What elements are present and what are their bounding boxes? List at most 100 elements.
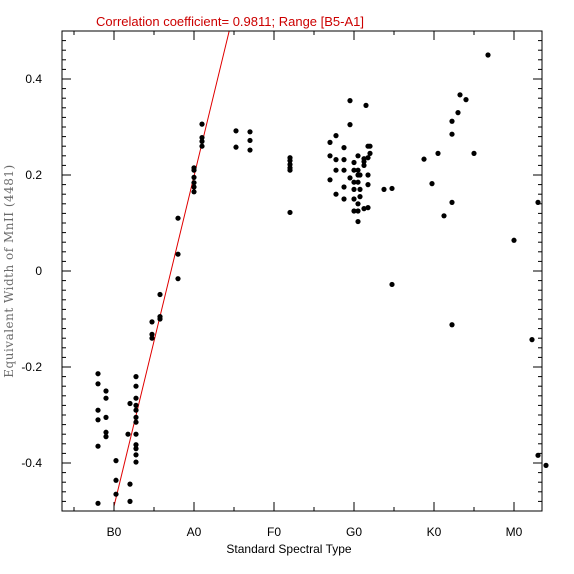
data-point	[133, 407, 139, 413]
data-point	[511, 237, 517, 243]
data-point	[95, 407, 101, 413]
data-point	[347, 122, 353, 128]
data-point	[435, 150, 441, 156]
data-point	[133, 431, 139, 437]
data-point	[127, 498, 133, 504]
data-point	[247, 137, 253, 144]
data-point	[449, 322, 455, 328]
data-point	[535, 452, 541, 458]
data-point	[381, 186, 387, 192]
data-point	[357, 194, 363, 200]
data-point	[157, 314, 163, 320]
data-point	[133, 446, 139, 452]
data-point	[365, 155, 371, 161]
data-point	[351, 208, 357, 214]
data-point	[357, 172, 363, 178]
y-axis: -0.4 -0.2 0 0.2 0.4	[21, 30, 542, 512]
data-point	[233, 144, 239, 150]
data-point	[199, 134, 205, 141]
data-point	[191, 189, 197, 195]
data-point	[247, 147, 253, 153]
data-point	[199, 138, 205, 144]
y-axis-title: Equivalent Width of MnII (4481)	[2, 164, 16, 377]
y-tick-label: -0.4	[21, 456, 42, 470]
data-point	[347, 98, 353, 104]
data-point	[365, 205, 371, 211]
data-point	[367, 143, 373, 149]
data-point	[421, 156, 427, 162]
data-point	[341, 196, 347, 202]
x-tick-label: G0	[346, 525, 362, 539]
data-point	[133, 452, 139, 458]
data-point	[341, 184, 347, 190]
data-point	[233, 128, 239, 134]
data-point	[191, 184, 197, 190]
data-point	[103, 388, 109, 394]
data-point	[333, 191, 339, 197]
data-point	[333, 157, 339, 163]
data-point	[529, 337, 535, 343]
data-point	[191, 180, 197, 186]
data-point	[463, 97, 469, 103]
data-points	[95, 52, 549, 506]
data-point	[333, 133, 339, 139]
data-point	[341, 145, 347, 151]
x-tick-label: F0	[267, 525, 281, 539]
data-point	[327, 177, 333, 183]
data-point	[175, 276, 181, 282]
data-point	[361, 162, 367, 168]
data-point	[355, 167, 361, 173]
data-point	[191, 165, 197, 171]
y-tick-label: 0.2	[25, 168, 42, 182]
plot-frame	[61, 30, 543, 512]
data-point	[157, 291, 163, 298]
y-tick-label: 0.4	[25, 72, 42, 86]
x-tick-label: A0	[187, 525, 202, 539]
data-point	[133, 395, 139, 401]
data-point	[103, 429, 109, 435]
data-point	[361, 206, 367, 212]
data-point	[449, 199, 455, 205]
data-point	[199, 143, 205, 149]
data-point	[355, 201, 361, 207]
data-point	[327, 153, 333, 159]
data-point	[133, 414, 139, 420]
chart-title: Correlation coefficient= 0.9811; Range […	[96, 14, 364, 29]
data-point	[365, 182, 371, 188]
x-tick-label: M0	[506, 525, 523, 539]
data-point	[389, 281, 395, 288]
data-point	[543, 462, 549, 468]
x-tick-label: K0	[427, 525, 442, 539]
data-point	[199, 121, 205, 127]
data-point	[103, 395, 109, 401]
data-point	[125, 431, 131, 437]
data-point	[175, 215, 181, 221]
data-point	[103, 434, 109, 440]
data-point	[361, 156, 367, 162]
data-point	[351, 159, 357, 166]
data-point	[113, 491, 119, 497]
data-point	[133, 459, 139, 465]
data-point	[95, 500, 101, 506]
fit-line	[113, 30, 230, 507]
data-point	[351, 167, 357, 173]
data-point	[449, 131, 455, 137]
data-point	[455, 110, 461, 116]
data-point	[357, 186, 363, 192]
data-point	[133, 419, 139, 425]
data-point	[355, 179, 361, 185]
data-point	[471, 150, 477, 156]
data-point	[127, 400, 133, 407]
data-point	[351, 186, 357, 192]
data-point	[247, 129, 253, 135]
data-point	[351, 179, 357, 185]
data-point	[333, 167, 339, 173]
data-point	[133, 442, 139, 448]
data-point	[95, 417, 101, 423]
data-point	[113, 477, 119, 483]
data-point	[287, 161, 293, 168]
data-point	[535, 199, 541, 205]
data-point	[355, 208, 361, 214]
data-point	[363, 102, 369, 108]
data-point	[133, 374, 139, 380]
